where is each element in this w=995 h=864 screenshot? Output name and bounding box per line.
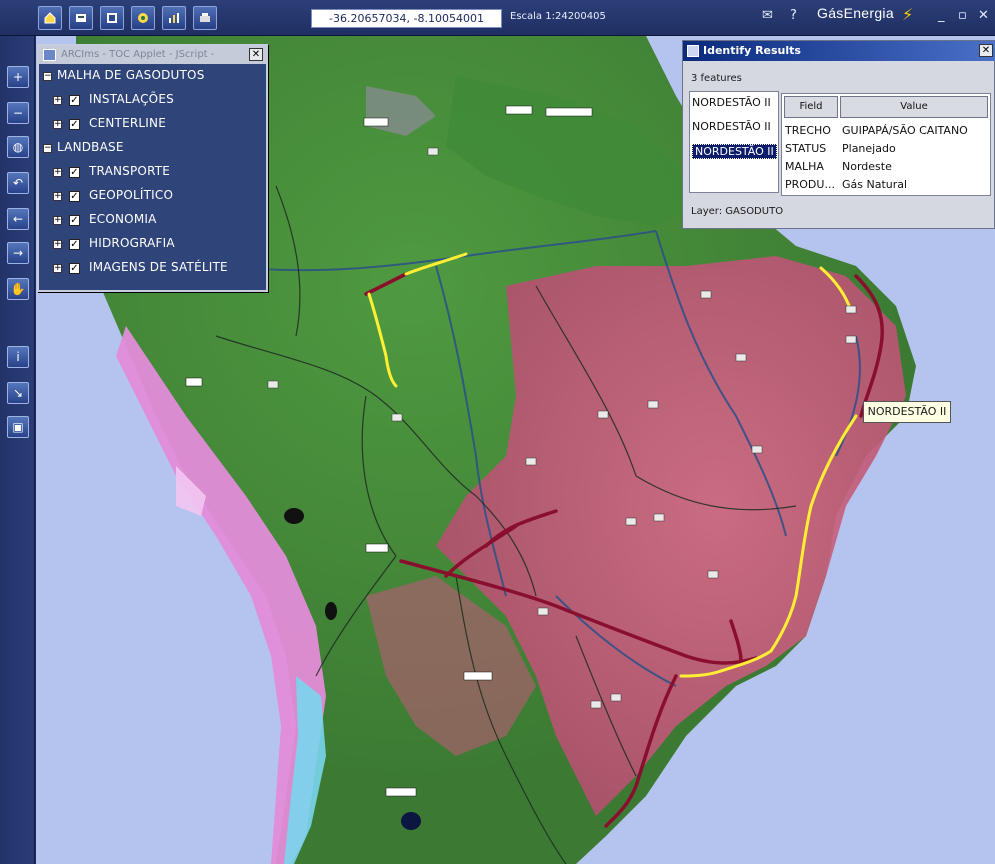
scale-display: Escala 1:24200405: [510, 11, 606, 22]
toc-layer-label: INSTALAÇÕES: [89, 92, 174, 106]
expand-icon[interactable]: +: [53, 263, 62, 273]
rivers: [225, 230, 861, 687]
help-icon[interactable]: ?: [790, 8, 797, 23]
layer-checkbox[interactable]: ✓: [69, 167, 80, 178]
toc-panel: ARCIms - TOC Applet - JScript - ✕ − MALH…: [37, 44, 268, 292]
toc-layer-label: GEOPOLÍTICO: [89, 188, 174, 202]
print-icon[interactable]: [69, 6, 93, 30]
expand-icon[interactable]: +: [53, 167, 62, 177]
table-cell-field: MALHA: [785, 160, 824, 173]
coordinates-display: -36.20657034, -8.10054001: [311, 9, 502, 28]
city-markers: [185, 105, 593, 797]
collapse-icon[interactable]: −: [43, 71, 52, 81]
layer-checkbox[interactable]: ✓: [69, 95, 80, 106]
toc-group-label: LANDBASE: [57, 140, 124, 154]
lake-titicaca: [284, 508, 304, 524]
zoom-back-icon[interactable]: ↶: [7, 172, 29, 194]
feature-list-item[interactable]: NORDESTÃO II: [692, 96, 771, 109]
toc-layer-label: HIDROGRAFIA: [89, 236, 175, 250]
chart-icon[interactable]: [162, 6, 186, 30]
globe-icon[interactable]: ◍: [7, 136, 29, 158]
toc-layer-label: TRANSPORTE: [89, 164, 171, 178]
identify-title: Identify Results: [703, 44, 801, 57]
road-markers: [267, 147, 857, 709]
measure-icon[interactable]: ↘: [7, 382, 29, 404]
toc-layer-label: IMAGENS DE SATÉLITE: [89, 260, 228, 274]
identify-window-icon: [687, 45, 699, 57]
brand-logo: GásEnergia: [817, 5, 894, 21]
identify-icon[interactable]: i: [7, 346, 29, 368]
table-cell-value: Gás Natural: [842, 178, 908, 191]
toc-close-button[interactable]: ✕: [249, 48, 263, 61]
identify-results-panel: Identify Results ✕ 3 features NORDESTÃO …: [682, 40, 995, 229]
zoom-in-icon[interactable]: +: [7, 66, 29, 88]
map-tooltip: NORDESTÃO II: [863, 401, 951, 423]
expand-icon[interactable]: +: [53, 215, 62, 225]
lightning-icon: ⚡: [902, 5, 914, 24]
toc-group-label: MALHA DE GASODUTOS: [57, 68, 205, 82]
layer-checkbox[interactable]: ✓: [69, 119, 80, 130]
table-cell-field: PRODU...: [785, 178, 835, 191]
mail-icon[interactable]: ✉: [762, 8, 773, 23]
left-toolbar: + − ◍ ↶ ← → ✋ i ↘ ▣: [0, 36, 35, 864]
layers-icon[interactable]: [100, 6, 124, 30]
table-cell-field: TRECHO: [785, 124, 831, 137]
toc-title: ARCIms - TOC Applet - JScript -: [61, 49, 215, 60]
expand-icon[interactable]: +: [53, 95, 62, 105]
identify-title-bar[interactable]: Identify Results: [683, 41, 995, 61]
pan-right-icon[interactable]: →: [7, 242, 29, 264]
toc-layer-label: CENTERLINE: [89, 116, 166, 130]
attribute-table: Field Value TRECHO GUIPAPÁ/SÃO CAITANO S…: [781, 93, 991, 196]
toc-layer-label: ECONOMIA: [89, 212, 157, 226]
identify-layer-name: Layer: GASODUTO: [691, 206, 784, 217]
table-cell-value: Nordeste: [842, 160, 892, 173]
feature-list-item[interactable]: NORDESTÃO II: [692, 120, 771, 133]
minimize-icon[interactable]: _: [938, 8, 945, 23]
feature-count: 3 features: [691, 73, 742, 84]
home-icon[interactable]: [38, 6, 62, 30]
expand-icon[interactable]: +: [53, 191, 62, 201]
zoom-out-icon[interactable]: −: [7, 102, 29, 124]
column-header-field[interactable]: Field: [784, 96, 838, 118]
applet-icon: [43, 49, 56, 61]
layer-checkbox[interactable]: ✓: [69, 239, 80, 250]
table-cell-value: Planejado: [842, 142, 896, 155]
layer-checkbox[interactable]: ✓: [69, 191, 80, 202]
close-icon[interactable]: ✕: [978, 8, 989, 23]
collapse-icon[interactable]: −: [43, 143, 52, 153]
layer-checkbox[interactable]: ✓: [69, 263, 80, 274]
hand-icon[interactable]: ✋: [7, 278, 29, 300]
printer-icon[interactable]: [193, 6, 217, 30]
table-cell-field: STATUS: [785, 142, 827, 155]
political-borders: [215, 185, 797, 864]
feature-list-item-selected[interactable]: NORDESTÃO II: [692, 144, 777, 159]
pan-left-icon[interactable]: ←: [7, 208, 29, 230]
expand-icon[interactable]: +: [53, 239, 62, 249]
andes-region: [116, 326, 326, 864]
settings-icon[interactable]: [131, 6, 155, 30]
toc-title-bar[interactable]: ARCIms - TOC Applet - JScript -: [39, 46, 266, 64]
restore-icon[interactable]: ▫: [958, 8, 967, 23]
info-icon[interactable]: ▣: [7, 416, 29, 438]
column-header-value[interactable]: Value: [840, 96, 988, 118]
top-toolbar: -36.20657034, -8.10054001 Escala 1:24200…: [0, 0, 995, 36]
layer-checkbox[interactable]: ✓: [69, 215, 80, 226]
pipelines-existing: [364, 272, 884, 828]
identify-close-button[interactable]: ✕: [979, 44, 993, 57]
map-canvas: [76, 36, 916, 864]
feature-list[interactable]: NORDESTÃO II NORDESTÃO II NORDESTÃO II: [689, 91, 779, 193]
expand-icon[interactable]: +: [53, 119, 62, 129]
table-cell-value: GUIPAPÁ/SÃO CAITANO: [842, 124, 968, 137]
cerrado-region: [436, 256, 906, 816]
